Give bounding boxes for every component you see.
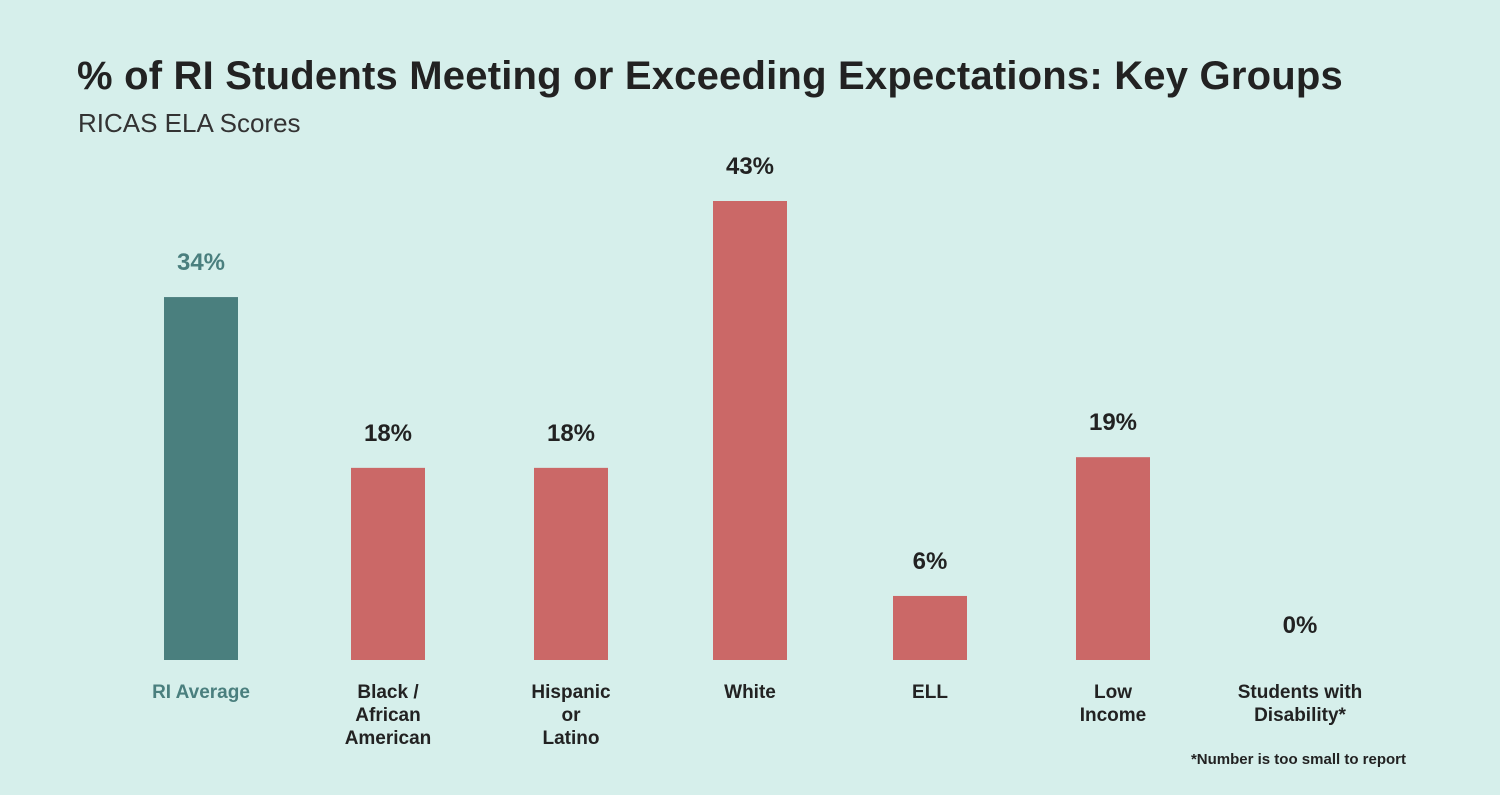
category-label-line: Students with <box>1238 682 1363 703</box>
category-label-0: RI Average <box>152 682 250 703</box>
value-label-3: 43% <box>726 153 774 180</box>
category-label-line: Hispanic <box>531 682 611 703</box>
footnote: *Number is too small to report <box>1190 751 1406 768</box>
bar-4 <box>893 595 967 660</box>
category-label-3: White <box>724 682 776 703</box>
chart-subtitle: RICAS ELA Scores <box>78 108 301 138</box>
value-label-5: 19% <box>1089 409 1137 436</box>
category-label-1: Black / African American <box>345 682 432 749</box>
value-label-6: 0% <box>1283 612 1318 639</box>
value-label-2: 18% <box>547 420 595 447</box>
category-label-line: ELL <box>912 682 948 703</box>
category-label-2: Hispanic or Latino <box>531 682 611 749</box>
category-label-line: African <box>355 705 420 726</box>
category-label-4: ELL <box>912 682 948 703</box>
value-label-0: 34% <box>177 249 225 276</box>
category-label-6: Students with Disability* <box>1238 682 1363 726</box>
value-label-1: 18% <box>364 420 412 447</box>
bar-3 <box>713 201 787 660</box>
category-label-5: Low Income <box>1080 682 1147 726</box>
category-label-line: Low <box>1094 682 1132 703</box>
bar-0 <box>164 297 238 660</box>
bar-5 <box>1076 457 1150 660</box>
chart-title: % of RI Students Meeting or Exceeding Ex… <box>77 54 1343 98</box>
bar-2 <box>534 467 608 660</box>
category-label-line: Disability* <box>1254 705 1346 726</box>
category-label-line: or <box>562 705 582 726</box>
category-label-line: White <box>724 682 776 703</box>
category-label-line: RI Average <box>152 682 250 703</box>
category-label-line: Latino <box>543 728 600 749</box>
category-label-line: Income <box>1080 705 1147 726</box>
category-label-line: American <box>345 728 432 749</box>
value-label-4: 6% <box>913 548 948 575</box>
category-label-line: Black / <box>357 682 419 703</box>
bar-1 <box>351 467 425 660</box>
